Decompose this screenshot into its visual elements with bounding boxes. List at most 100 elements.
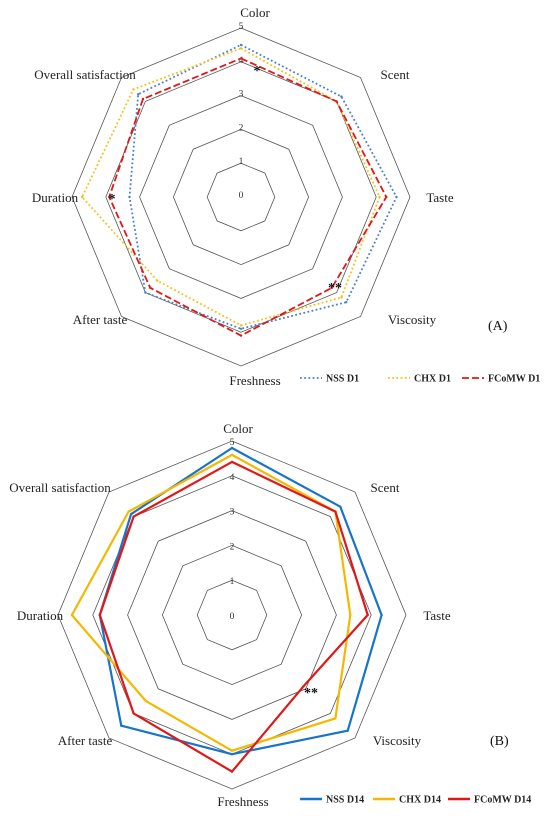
significance-marker: **	[304, 686, 318, 701]
data-point	[230, 749, 234, 752]
data-point	[230, 770, 234, 773]
tick-label: 5	[230, 438, 235, 448]
data-point	[128, 195, 131, 199]
axis-label-viscosity: Viscosity	[388, 312, 437, 327]
data-point	[149, 286, 152, 289]
data-point	[239, 57, 243, 60]
tick-label: 5	[239, 22, 244, 32]
significance-marker: *	[109, 192, 116, 207]
data-point	[349, 613, 352, 617]
legend: NSS D1 CHX D1 FCoMW D1	[300, 374, 540, 385]
tick-label: 4	[239, 56, 244, 66]
legend-label: CHX D14	[399, 795, 441, 806]
data-point	[395, 195, 398, 199]
legend-label: FCoMW D1	[488, 374, 540, 385]
grid-ring-5	[71, 27, 411, 367]
data-point	[108, 195, 111, 199]
grid-ring-2	[161, 544, 303, 686]
data-point	[70, 613, 74, 617]
data-point	[230, 446, 234, 450]
data-point	[230, 753, 234, 756]
axis-label-scent: Scent	[371, 480, 400, 495]
legend-label: FCoMW D14	[474, 795, 531, 806]
tick-label: 0	[230, 612, 235, 622]
data-point	[239, 327, 243, 330]
tick-label: 1	[239, 157, 244, 167]
data-point	[345, 301, 348, 304]
data-point	[132, 515, 135, 518]
axis-label-duration: Duration	[32, 190, 79, 205]
series-line-fcomw-d1	[108, 57, 388, 337]
data-point	[340, 95, 343, 98]
grid-ring-2	[172, 128, 310, 266]
axis-label-duration: Duration	[17, 608, 64, 623]
significance-marker: *	[254, 64, 261, 79]
data-point	[80, 195, 84, 199]
data-point	[380, 613, 383, 617]
data-point	[230, 453, 234, 457]
axis-label-overall-satisfaction: Overall satisfaction	[9, 480, 111, 495]
data-point	[239, 47, 243, 50]
axis-label-freshness: Freshness	[217, 794, 268, 809]
tick-label: 2	[239, 123, 244, 133]
data-point	[144, 699, 148, 703]
axis-label-color: Color	[240, 5, 270, 20]
tick-label: 2	[230, 542, 235, 552]
data-point	[127, 510, 130, 513]
data-point	[129, 512, 133, 516]
axis-label-taste: Taste	[423, 608, 450, 623]
tick-label: 3	[230, 508, 235, 518]
significance-marker: **	[328, 281, 342, 296]
series-line-nss-d14	[98, 446, 383, 756]
legend-label: NSS D1	[326, 374, 359, 385]
tick-label: 0	[239, 191, 244, 201]
legend-label: CHX D1	[414, 374, 451, 385]
data-point	[335, 100, 338, 103]
grid-ring-3	[127, 510, 337, 720]
data-point	[239, 43, 243, 47]
data-point	[378, 195, 381, 199]
data-point	[339, 505, 342, 508]
tick-label: 3	[239, 90, 244, 100]
grid-ring-4	[105, 61, 377, 333]
axis-label-taste: Taste	[426, 190, 453, 205]
data-point	[120, 724, 123, 727]
data-point	[334, 717, 337, 720]
axis-label-after-taste: After taste	[58, 733, 113, 748]
data-point	[334, 510, 337, 513]
data-point	[132, 88, 135, 91]
data-point	[340, 296, 343, 299]
data-point	[239, 334, 243, 337]
data-point	[144, 291, 147, 294]
data-point	[132, 712, 135, 715]
data-point	[366, 613, 369, 617]
data-point	[385, 195, 388, 199]
data-point	[346, 729, 349, 732]
axis-label-after-taste: After taste	[73, 312, 128, 327]
axis-label-scent: Scent	[381, 67, 410, 82]
legend: NSS D14 CHX D14 FCoMW D14	[300, 795, 531, 806]
tick-label: 4	[230, 473, 235, 483]
data-point	[137, 93, 140, 96]
tick-label: 1	[230, 577, 235, 587]
data-point	[302, 685, 305, 688]
data-point	[156, 279, 159, 282]
data-point	[141, 97, 145, 101]
data-point	[98, 613, 102, 617]
radar-chart-a: 0 1 2 3 4 5 Color Scent Taste Viscosity Freshness A…	[32, 5, 540, 388]
grid-ring-5	[57, 440, 407, 790]
legend-label: NSS D14	[326, 795, 364, 806]
grid-ring-3	[139, 95, 343, 299]
data-point	[230, 460, 234, 464]
axis-label-color: Color	[223, 421, 253, 436]
axis-label-overall-satisfaction: Overall satisfaction	[34, 67, 136, 82]
data-point	[239, 324, 243, 327]
radar-chart-b: 0 1 2 3 4 5 Color Scent Taste Viscosity Freshness A…	[9, 421, 531, 809]
panel-label: (B)	[490, 734, 509, 749]
panel-label: (A)	[488, 319, 508, 334]
axis-label-viscosity: Viscosity	[373, 733, 422, 748]
data-point	[330, 286, 333, 289]
axis-label-freshness: Freshness	[229, 373, 280, 388]
